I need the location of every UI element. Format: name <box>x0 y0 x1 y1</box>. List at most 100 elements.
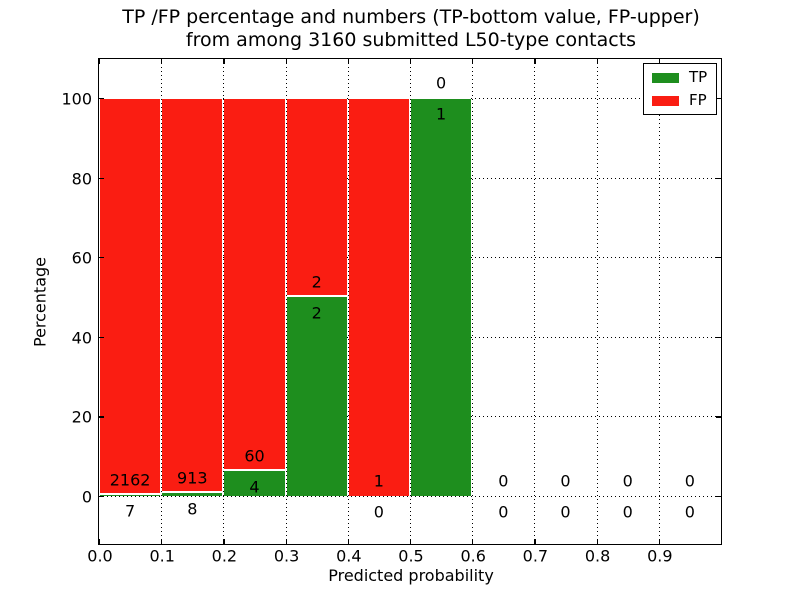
x-tick-mark <box>161 59 163 64</box>
tp-count-label: 0 <box>498 502 509 522</box>
x-tick-label: 0.5 <box>398 546 424 566</box>
fp-count-label: 2 <box>311 272 322 292</box>
legend-label: TP <box>689 68 708 86</box>
tp-count-label: 0 <box>622 502 633 522</box>
tp-bar-segment <box>411 98 472 496</box>
x-tick-mark <box>534 539 536 544</box>
v-gridline <box>596 59 598 544</box>
x-tick-label: 0.3 <box>273 546 300 566</box>
fp-bar-segment <box>224 98 285 472</box>
x-tick-mark <box>596 59 598 64</box>
fp-count-label: 0 <box>622 471 633 491</box>
x-tick-label: 0.7 <box>522 546 549 566</box>
y-tick-mark <box>716 257 721 259</box>
tp-bar-segment <box>162 492 223 496</box>
x-tick-mark <box>161 539 163 544</box>
x-tick-label: 0.4 <box>336 546 362 566</box>
fp-count-label: 2162 <box>109 470 151 490</box>
y-tick-mark <box>99 496 104 498</box>
x-tick-mark <box>347 539 349 544</box>
x-tick-mark <box>99 539 101 544</box>
v-gridline <box>347 59 349 544</box>
y-tick-label: 20 <box>71 407 92 427</box>
x-tick-mark <box>472 539 474 544</box>
fp-bar-segment <box>286 98 347 297</box>
tp-count-label: 8 <box>187 499 198 519</box>
x-tick-label: 0.0 <box>87 546 113 566</box>
x-tick-mark <box>658 59 660 64</box>
fp-count-label: 0 <box>498 471 509 491</box>
x-tick-mark <box>347 59 349 64</box>
plot-area: TP FP 2162 7 913 8 60 4 2 2 1 0 0 1 0 0 0 0 0 0 0 0 <box>98 58 722 545</box>
tp-count-label: 0 <box>560 502 571 522</box>
x-tick-mark <box>223 539 225 544</box>
x-tick-mark <box>534 59 536 64</box>
legend-label: FP <box>689 91 707 109</box>
chart-title-line1: TP /FP percentage and numbers (TP-bottom… <box>122 6 700 28</box>
x-tick-label: 0.2 <box>211 546 238 566</box>
chart-title: TP /FP percentage and numbers (TP-bottom… <box>100 6 722 52</box>
v-gridline <box>410 59 411 544</box>
y-tick-mark <box>716 98 721 100</box>
x-tick-mark <box>658 539 660 544</box>
v-gridline <box>161 59 163 544</box>
tp-legend-swatch <box>652 72 679 83</box>
legend-row: TP <box>652 70 707 85</box>
tp-bar-segment <box>286 297 347 496</box>
v-gridline <box>658 59 660 544</box>
fp-bar-segment <box>348 98 409 496</box>
y-tick-label: 60 <box>71 248 92 268</box>
y-tick-label: 0 <box>81 487 92 507</box>
legend: TP FP <box>643 63 718 115</box>
x-tick-mark <box>596 539 598 544</box>
x-tick-mark <box>410 539 412 544</box>
v-gridline <box>534 59 536 544</box>
chart-title-line2: from among 3160 submitted L50-type conta… <box>185 29 637 51</box>
legend-row: FP <box>652 93 707 108</box>
y-tick-mark <box>716 336 721 338</box>
fp-bar-segment <box>162 98 223 493</box>
x-tick-mark <box>285 539 287 544</box>
fp-count-label: 1 <box>373 471 384 491</box>
fp-count-label: 0 <box>684 471 695 491</box>
y-tick-mark <box>99 257 104 259</box>
fp-count-label: 0 <box>436 73 447 93</box>
y-tick-label: 100 <box>61 89 92 109</box>
x-tick-label: 0.1 <box>149 546 175 566</box>
tp-count-label: 2 <box>311 303 322 323</box>
tp-bar-segment <box>100 494 161 496</box>
y-tick-mark <box>716 496 721 498</box>
x-tick-mark <box>223 59 225 64</box>
tp-count-label: 0 <box>684 502 695 522</box>
fp-bar-segment <box>100 98 161 495</box>
x-tick-label: 0.6 <box>460 546 486 566</box>
x-tick-label: 0.9 <box>647 546 673 566</box>
y-tick-mark <box>99 336 104 338</box>
x-tick-mark <box>410 59 412 64</box>
tp-count-label: 4 <box>249 477 260 497</box>
x-tick-mark <box>99 59 101 64</box>
v-gridline <box>285 59 287 544</box>
tp-bar-segment <box>224 471 285 496</box>
fp-legend-swatch <box>652 95 679 106</box>
x-tick-mark <box>285 59 287 64</box>
fp-count-label: 0 <box>560 471 571 491</box>
v-gridline <box>223 59 225 544</box>
tp-count-label: 1 <box>436 104 447 124</box>
x-tick-mark <box>472 59 474 64</box>
y-tick-label: 80 <box>71 169 92 189</box>
y-tick-mark <box>716 416 721 418</box>
x-tick-label: 0.8 <box>584 546 611 566</box>
y-axis-label: Percentage <box>30 256 50 348</box>
fp-count-label: 913 <box>177 468 208 488</box>
tp-count-label: 0 <box>373 502 384 522</box>
y-tick-mark <box>99 177 104 179</box>
y-tick-mark <box>99 98 104 100</box>
v-gridline <box>472 59 474 544</box>
x-axis-label: Predicted probability <box>328 566 494 585</box>
tp-count-label: 7 <box>125 501 136 521</box>
y-tick-mark <box>99 416 104 418</box>
y-tick-label: 40 <box>71 328 92 348</box>
y-tick-mark <box>716 177 721 179</box>
